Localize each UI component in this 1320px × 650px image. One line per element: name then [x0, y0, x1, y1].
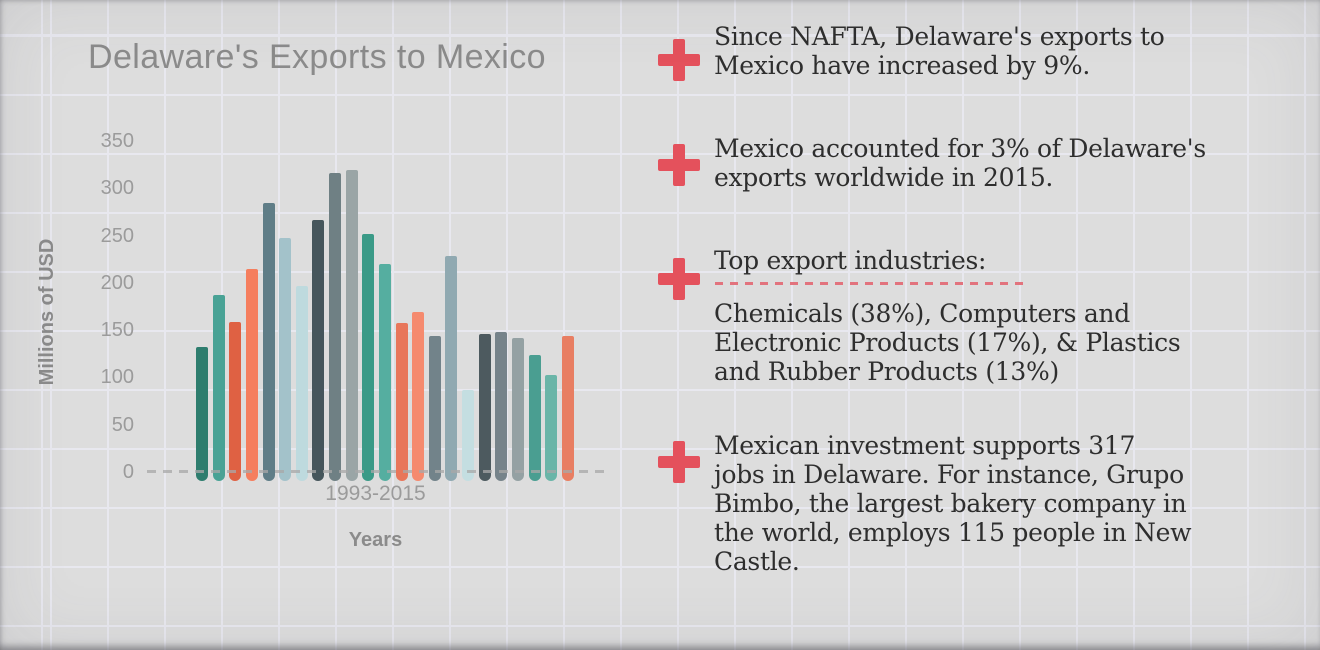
- bar-1993: [196, 347, 208, 481]
- bar-series: [196, 170, 574, 481]
- bar-1998: [279, 238, 292, 481]
- bar-2005: [395, 322, 408, 481]
- y-axis-title: Millions of USD: [36, 238, 58, 386]
- bar-1996: [245, 268, 258, 481]
- bar-2007: [428, 335, 441, 481]
- bar-1995: [229, 321, 242, 481]
- fact-heading: Top export industries:: [714, 246, 987, 275]
- y-tick-50: 50: [111, 413, 134, 436]
- bar-1997: [262, 202, 275, 481]
- bar-2009: [462, 389, 474, 481]
- plus-icon: [658, 144, 700, 186]
- bar-2011: [495, 332, 508, 481]
- bar-2013: [528, 354, 541, 481]
- fact-text: Mexico accounted for 3% of Delaware's ex…: [714, 134, 1206, 192]
- dashed-underline: [715, 282, 1027, 285]
- x-axis-title: Years: [348, 529, 403, 551]
- y-tick-250: 250: [100, 224, 134, 247]
- plus-icon: [658, 441, 700, 483]
- y-tick-0: 0: [122, 461, 134, 483]
- fact-text: Chemicals (38%), Computers and Electroni…: [714, 299, 1181, 386]
- bar-2008: [445, 256, 458, 481]
- chart-title: Delaware's Exports to Mexico: [88, 38, 546, 76]
- bar-2000: [312, 220, 325, 481]
- y-tick-150: 150: [100, 319, 134, 342]
- bar-2006: [412, 312, 425, 481]
- bar-2010: [478, 334, 491, 481]
- x-axis-range-label: 1993-2015: [325, 482, 426, 505]
- plus-icon: [658, 258, 700, 300]
- bar-1994: [212, 295, 225, 481]
- x-axis-zero-line: [147, 470, 607, 473]
- bar-2004: [378, 264, 391, 481]
- fact-text: Since NAFTA, Delaware's exports to Mexic…: [714, 22, 1165, 80]
- plus-icon: [658, 39, 700, 81]
- bar-1999: [295, 285, 308, 481]
- bar-2015: [561, 335, 574, 481]
- y-tick-300: 300: [100, 177, 134, 200]
- y-tick-350: 350: [100, 129, 134, 152]
- bar-2001: [329, 173, 341, 481]
- y-tick-200: 200: [100, 271, 134, 294]
- fact-item-worldwide-share: Mexico accounted for 3% of Delaware's ex…: [658, 134, 1206, 192]
- fact-item-nafta: Since NAFTA, Delaware's exports to Mexic…: [658, 22, 1165, 81]
- bar-2014: [545, 374, 558, 481]
- fact-item-investment-jobs: Mexican investment supports 317 jobs in …: [658, 431, 1192, 576]
- bar-2003: [362, 233, 375, 481]
- fact-text: Mexican investment supports 317 jobs in …: [714, 431, 1192, 576]
- bar-2012: [511, 337, 524, 481]
- fact-item-top-industries: Top export industries: Chemicals (38%), …: [658, 246, 1181, 386]
- bar-2002: [345, 170, 358, 481]
- y-tick-100: 100: [100, 366, 134, 389]
